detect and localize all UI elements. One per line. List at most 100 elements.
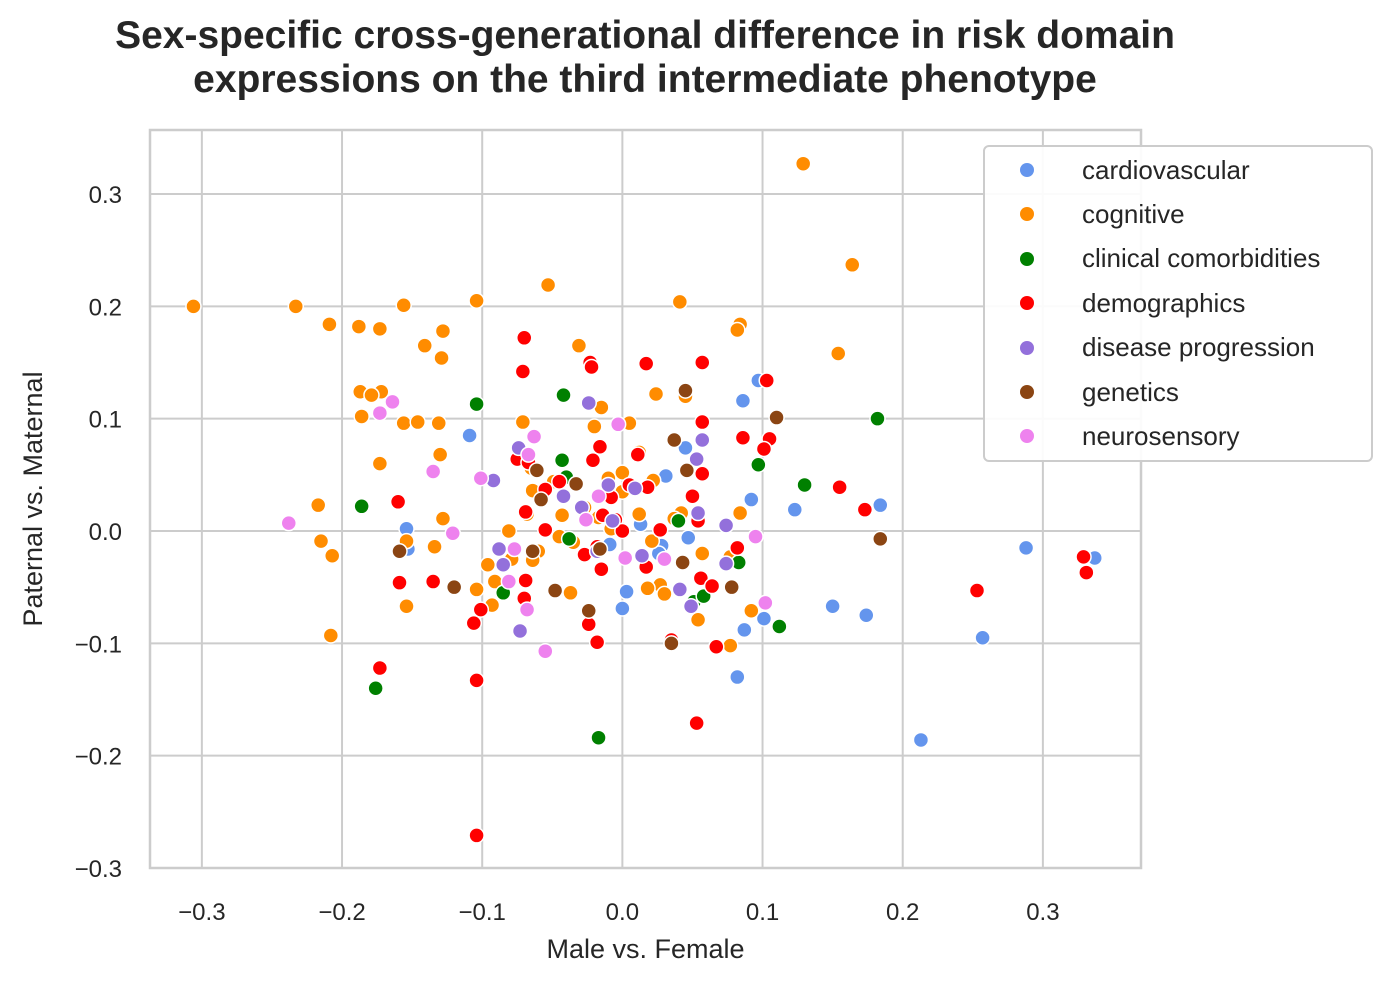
point-cognitive (468, 581, 485, 598)
legend-marker (1020, 207, 1034, 222)
point-disease-progression (633, 547, 651, 564)
point-genetics (391, 542, 408, 560)
point-demographics (694, 413, 711, 431)
point-genetics (674, 554, 691, 571)
point-demographics (758, 372, 775, 389)
point-neurosensory (280, 514, 298, 532)
legend-label: cognitive (1082, 198, 1185, 229)
x-tick-label: 0.3 (1026, 899, 1059, 926)
point-neurosensory (656, 550, 673, 568)
point-demographics (694, 465, 711, 482)
legend-marker (1020, 296, 1034, 311)
point-disease-progression (600, 476, 617, 494)
point-neurosensory (424, 463, 442, 480)
point-cognitive (371, 455, 389, 472)
point-cognitive (630, 505, 648, 523)
legend-label: cardiovascular (1082, 154, 1250, 185)
point-clinical-comorbidities (468, 395, 485, 413)
point-cardiovascular (743, 491, 760, 508)
point-cardiovascular (680, 529, 697, 547)
point-neurosensory (577, 511, 595, 529)
point-demographics (468, 672, 485, 689)
point-clinical-comorbidities (750, 456, 767, 473)
point-demographics (1078, 564, 1095, 581)
point-clinical-comorbidities (869, 410, 886, 427)
point-demographics (1075, 548, 1092, 566)
point-clinical-comorbidities (353, 498, 370, 515)
y-tick-label: −0.2 (75, 744, 122, 771)
point-disease-progression (688, 450, 705, 468)
point-cognitive (562, 584, 579, 602)
point-cognitive (323, 547, 341, 564)
point-cardiovascular (858, 607, 875, 624)
chart-title-line-1: Sex-specific cross-generational differen… (115, 14, 1175, 57)
point-demographics (468, 827, 485, 844)
point-demographics (729, 539, 746, 557)
y-axis-label: Paternal vs. Maternal (18, 371, 48, 626)
point-cardiovascular (461, 427, 478, 444)
point-genetics (678, 462, 696, 479)
point-cognitive (722, 637, 739, 654)
point-neurosensory (537, 642, 554, 660)
x-tick-labels: −0.3 −0.2 −0.1 0.0 0.1 0.2 0.3 (178, 899, 1059, 926)
point-genetics (580, 602, 597, 620)
point-cognitive (794, 155, 812, 172)
point-demographics (516, 329, 533, 347)
point-disease-progression (490, 540, 508, 558)
legend-item-genetics: genetics (985, 372, 1179, 412)
x-tick-label: −0.2 (318, 899, 365, 926)
point-cardiovascular (786, 501, 804, 518)
point-demographics (684, 487, 701, 505)
point-cognitive (500, 522, 518, 540)
point-clinical-comorbidities (796, 476, 813, 494)
point-cardiovascular (677, 439, 694, 457)
point-genetics (872, 530, 889, 548)
point-demographics (629, 446, 647, 463)
x-tick-label: −0.1 (459, 899, 506, 926)
point-neurosensory (520, 446, 537, 463)
point-cognitive (639, 580, 656, 597)
point-cognitive (743, 602, 760, 620)
point-cognitive (287, 298, 305, 315)
point-cognitive (671, 293, 689, 311)
point-neurosensory (590, 487, 607, 505)
point-disease-progression (717, 517, 735, 534)
point-demographics (391, 574, 408, 591)
y-tick-label: 0.2 (89, 294, 122, 321)
point-neurosensory (500, 573, 518, 590)
point-disease-progression (494, 556, 512, 573)
point-disease-progression (682, 598, 700, 615)
point-genetics (768, 409, 785, 426)
legend-item-clinical-comorbidities: clinical comorbidities (985, 239, 1320, 279)
point-cognitive (431, 446, 449, 463)
point-cognitive (586, 418, 603, 435)
legend-item-demographics: demographics (985, 283, 1245, 323)
point-cardiovascular (614, 600, 631, 617)
x-tick-label: 0.1 (746, 899, 779, 926)
point-genetics (528, 462, 546, 479)
point-cognitive (643, 532, 661, 550)
point-cardiovascular (736, 621, 753, 639)
point-cognitive (614, 464, 631, 481)
point-cognitive (309, 496, 327, 514)
point-cognitive (553, 507, 571, 524)
y-tick-label: 0.0 (89, 519, 122, 546)
plot-frame (148, 128, 1143, 870)
data-points (185, 155, 1103, 844)
point-demographics (514, 363, 532, 380)
point-cognitive (426, 538, 443, 555)
point-demographics (694, 354, 711, 371)
point-demographics (583, 358, 600, 376)
legend-marker (1020, 429, 1034, 444)
point-cognitive (312, 532, 330, 550)
point-cognitive (322, 627, 340, 644)
point-neurosensory (506, 540, 523, 558)
chart-title: Sex-specific cross-generational differen… (0, 14, 1290, 102)
point-demographics (637, 355, 655, 372)
legend-item-disease-progression: disease progression (985, 328, 1315, 368)
point-genetics (524, 542, 541, 560)
x-axis-label: Male vs. Female (546, 934, 744, 964)
point-demographics (703, 577, 721, 595)
point-neurosensory (757, 594, 774, 612)
point-demographics (831, 478, 848, 496)
